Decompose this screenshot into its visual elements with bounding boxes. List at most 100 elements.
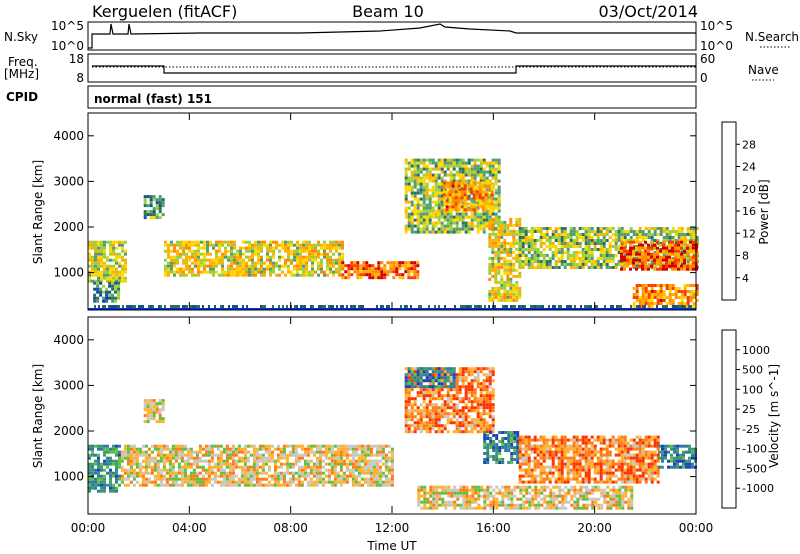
power-cell-9: [683, 249, 686, 253]
power-cell-8: [590, 266, 594, 269]
power-cell-7: [494, 256, 498, 260]
power-cell-0: [112, 249, 115, 253]
power-cell-5: [455, 212, 459, 216]
velocity-cell-1: [174, 474, 178, 478]
velocity-cell-3: [428, 412, 432, 416]
power-cell-0: [100, 246, 103, 250]
power-cell-2: [320, 258, 323, 262]
power-cell-5: [416, 173, 420, 177]
power-noise-cell: [138, 305, 140, 308]
power-cell-7: [497, 238, 501, 242]
velocity-cell-3: [434, 406, 438, 410]
power-cell-0: [112, 273, 115, 277]
power-cell-2: [326, 255, 329, 259]
velocity-cell-1: [165, 483, 169, 487]
velocity-cell-3: [470, 409, 474, 413]
power-cell-9: [692, 246, 695, 250]
velocity-cell-3: [488, 412, 492, 416]
velocity-cell-4: [413, 373, 417, 377]
power-cell-5: [443, 212, 447, 216]
velocity-cell-5: [486, 449, 490, 452]
velocity-cell-0: [97, 456, 100, 460]
power-cell-2: [335, 246, 338, 250]
power-cell-2: [317, 264, 320, 268]
velocity-cell-1: [207, 447, 211, 451]
power-cell-5: [410, 191, 414, 195]
power-cell-7: [509, 241, 513, 245]
power-cell-8: [581, 266, 585, 269]
power-cell-7: [518, 289, 522, 293]
power-cell-6: [445, 190, 449, 194]
velocity-cell-1: [138, 465, 142, 469]
power-cell-8: [569, 227, 573, 230]
power-cell-5: [449, 224, 453, 228]
power-cell-7: [488, 265, 492, 269]
velocity-cell-1: [351, 474, 355, 478]
power-cell-7: [518, 220, 522, 224]
power-cell-5: [476, 212, 480, 216]
power-cell-2: [260, 261, 263, 265]
power-cell-2: [311, 261, 314, 265]
power-cell-2: [281, 246, 284, 250]
power-cell-2: [281, 270, 284, 274]
velocity-cell-1: [267, 444, 271, 448]
power-cell-9: [659, 255, 662, 259]
velocity-cell-0: [88, 471, 91, 475]
power-cell-5: [461, 203, 465, 207]
station-title: Kerguelen (fitACF): [92, 2, 237, 21]
velocity-cell-1: [336, 477, 340, 481]
velocity-cell-1: [213, 480, 217, 484]
power-colorbar-title: Power [dB]: [757, 179, 771, 244]
power-cell-5: [467, 173, 471, 177]
velocity-cell-3: [482, 403, 486, 407]
power-cell-5: [494, 176, 498, 180]
power-cell-9: [647, 264, 650, 268]
power-cell-5: [476, 158, 480, 162]
power-cell-2: [191, 249, 194, 253]
velocity-cell-1: [288, 444, 292, 448]
power-cell-6: [466, 184, 470, 188]
velocity-cell-1: [207, 453, 211, 457]
power-cell-3: [344, 264, 348, 268]
power-cell-5: [470, 227, 474, 231]
power-cell-5: [491, 158, 495, 162]
velocity-cell-1: [135, 447, 139, 451]
power-cell-8: [686, 251, 690, 254]
velocity-cell-1: [171, 462, 175, 466]
power-cell-9: [674, 255, 677, 259]
velocity-cell-3: [422, 388, 426, 392]
power-cell-8: [659, 230, 663, 233]
velocity-cell-1: [150, 456, 154, 460]
power-cell-8: [620, 263, 624, 266]
power-cell-8: [518, 260, 522, 263]
power-cell-8: [542, 233, 546, 236]
power-cell-5: [455, 158, 459, 162]
power-cell-5: [428, 173, 432, 177]
power-cell-8: [656, 227, 660, 230]
velocity-cell-1: [363, 459, 367, 463]
velocity-cell-0: [118, 462, 121, 466]
velocity-cell-1: [261, 453, 265, 457]
velocity-cell-1: [306, 471, 310, 475]
power-cell-5: [497, 209, 501, 213]
power-cell-5: [413, 212, 417, 216]
power-cell-3: [416, 261, 420, 265]
power-cell-2: [260, 267, 263, 271]
velocity-cell-0: [100, 465, 103, 469]
power-cell-5: [437, 221, 441, 225]
velocity-cell-1: [381, 453, 385, 457]
power-cell-2: [170, 264, 173, 268]
power-cell-2: [170, 261, 173, 265]
power-cell-8: [677, 230, 681, 233]
power-cell-9: [662, 255, 665, 259]
power-cell-2: [269, 249, 272, 253]
power-cell-5: [413, 185, 417, 189]
power-cell-2: [269, 243, 272, 247]
power-cell-5: [422, 191, 426, 195]
velocity-cell-3: [404, 418, 408, 422]
power-cell-5: [425, 158, 429, 162]
power-cell-3: [341, 264, 345, 268]
velocity-cell-3: [461, 382, 465, 386]
velocity-cell-1: [342, 459, 346, 463]
